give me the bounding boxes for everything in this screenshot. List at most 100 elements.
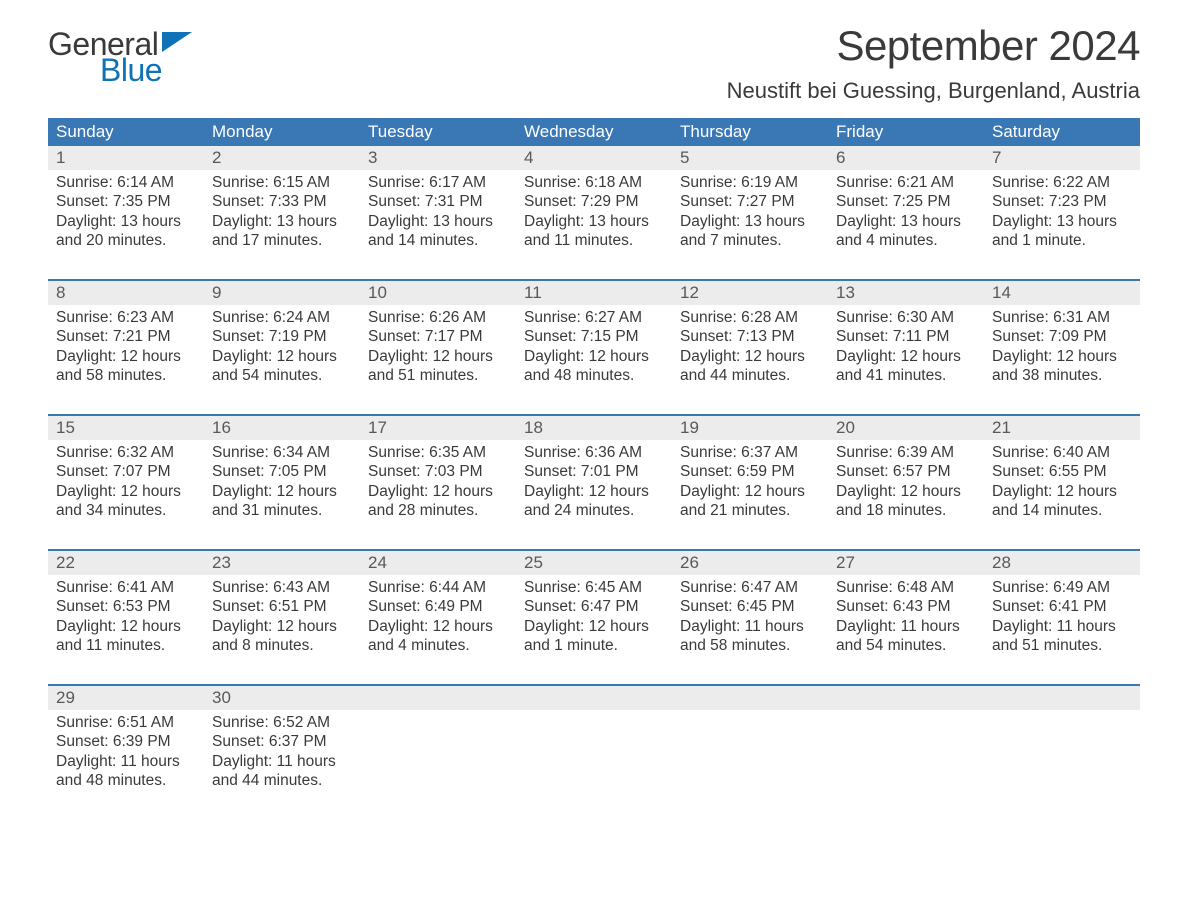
day-number-cell: 21	[984, 416, 1140, 440]
day-d2: and 31 minutes.	[212, 501, 352, 520]
day-number: 6	[836, 148, 845, 167]
day-number-cell	[672, 686, 828, 710]
day-d1: Daylight: 13 hours	[992, 212, 1132, 231]
day-number: 15	[56, 418, 75, 437]
day-sunset: Sunset: 7:23 PM	[992, 192, 1132, 211]
day-d1: Daylight: 12 hours	[992, 482, 1132, 501]
day-sunrise: Sunrise: 6:48 AM	[836, 578, 976, 597]
day-d2: and 34 minutes.	[56, 501, 196, 520]
day-number-cell: 11	[516, 281, 672, 305]
day-number: 9	[212, 283, 221, 302]
day-details-row: Sunrise: 6:32 AMSunset: 7:07 PMDaylight:…	[48, 440, 1140, 549]
day-number-cell: 5	[672, 146, 828, 170]
day-d1: Daylight: 13 hours	[368, 212, 508, 231]
day-details-cell: Sunrise: 6:28 AMSunset: 7:13 PMDaylight:…	[672, 305, 828, 414]
day-sunrise: Sunrise: 6:23 AM	[56, 308, 196, 327]
day-d2: and 58 minutes.	[680, 636, 820, 655]
day-number: 28	[992, 553, 1011, 572]
day-details-row: Sunrise: 6:51 AMSunset: 6:39 PMDaylight:…	[48, 710, 1140, 819]
day-number: 3	[368, 148, 377, 167]
day-number-cell: 8	[48, 281, 204, 305]
day-sunset: Sunset: 7:21 PM	[56, 327, 196, 346]
day-number: 26	[680, 553, 699, 572]
day-sunrise: Sunrise: 6:14 AM	[56, 173, 196, 192]
day-number-cell	[516, 686, 672, 710]
day-sunrise: Sunrise: 6:28 AM	[680, 308, 820, 327]
day-sunrise: Sunrise: 6:43 AM	[212, 578, 352, 597]
day-details-cell	[672, 710, 828, 819]
day-d1: Daylight: 12 hours	[680, 482, 820, 501]
day-details-cell: Sunrise: 6:36 AMSunset: 7:01 PMDaylight:…	[516, 440, 672, 549]
day-number-cell	[984, 686, 1140, 710]
day-details-cell: Sunrise: 6:17 AMSunset: 7:31 PMDaylight:…	[360, 170, 516, 279]
day-sunset: Sunset: 6:59 PM	[680, 462, 820, 481]
day-d2: and 41 minutes.	[836, 366, 976, 385]
day-number-cell: 28	[984, 551, 1140, 575]
day-d1: Daylight: 12 hours	[212, 482, 352, 501]
day-sunrise: Sunrise: 6:24 AM	[212, 308, 352, 327]
day-number: 5	[680, 148, 689, 167]
day-d2: and 21 minutes.	[680, 501, 820, 520]
weekday-header: Tuesday	[360, 118, 516, 146]
day-d2: and 1 minute.	[524, 636, 664, 655]
day-sunset: Sunset: 7:05 PM	[212, 462, 352, 481]
day-number-row: 1234567	[48, 146, 1140, 170]
day-sunrise: Sunrise: 6:31 AM	[992, 308, 1132, 327]
day-number: 7	[992, 148, 1001, 167]
day-sunset: Sunset: 7:15 PM	[524, 327, 664, 346]
day-d2: and 44 minutes.	[680, 366, 820, 385]
day-details-cell	[360, 710, 516, 819]
day-number-cell: 16	[204, 416, 360, 440]
day-d1: Daylight: 12 hours	[56, 482, 196, 501]
day-number: 22	[56, 553, 75, 572]
day-details-cell: Sunrise: 6:45 AMSunset: 6:47 PMDaylight:…	[516, 575, 672, 684]
day-details-cell: Sunrise: 6:19 AMSunset: 7:27 PMDaylight:…	[672, 170, 828, 279]
day-d1: Daylight: 12 hours	[524, 482, 664, 501]
day-number-cell: 17	[360, 416, 516, 440]
day-d1: Daylight: 12 hours	[56, 617, 196, 636]
logo-word2: Blue	[100, 54, 162, 86]
day-d2: and 28 minutes.	[368, 501, 508, 520]
day-number-cell: 30	[204, 686, 360, 710]
day-number-cell: 22	[48, 551, 204, 575]
day-d2: and 7 minutes.	[680, 231, 820, 250]
day-sunrise: Sunrise: 6:44 AM	[368, 578, 508, 597]
day-d1: Daylight: 12 hours	[836, 347, 976, 366]
weekday-header: Sunday	[48, 118, 204, 146]
day-details-cell: Sunrise: 6:37 AMSunset: 6:59 PMDaylight:…	[672, 440, 828, 549]
day-sunset: Sunset: 7:11 PM	[836, 327, 976, 346]
day-d1: Daylight: 12 hours	[524, 347, 664, 366]
day-sunset: Sunset: 7:35 PM	[56, 192, 196, 211]
day-sunset: Sunset: 7:25 PM	[836, 192, 976, 211]
day-sunrise: Sunrise: 6:15 AM	[212, 173, 352, 192]
day-sunrise: Sunrise: 6:19 AM	[680, 173, 820, 192]
day-number-row: 15161718192021	[48, 416, 1140, 440]
day-number-row: 891011121314	[48, 281, 1140, 305]
day-d1: Daylight: 13 hours	[680, 212, 820, 231]
day-sunrise: Sunrise: 6:32 AM	[56, 443, 196, 462]
day-sunrise: Sunrise: 6:26 AM	[368, 308, 508, 327]
day-number: 2	[212, 148, 221, 167]
day-sunset: Sunset: 7:29 PM	[524, 192, 664, 211]
day-number: 8	[56, 283, 65, 302]
day-d1: Daylight: 13 hours	[524, 212, 664, 231]
day-details-cell: Sunrise: 6:47 AMSunset: 6:45 PMDaylight:…	[672, 575, 828, 684]
day-number: 17	[368, 418, 387, 437]
day-sunset: Sunset: 6:53 PM	[56, 597, 196, 616]
day-details-row: Sunrise: 6:14 AMSunset: 7:35 PM Daylight:…	[48, 170, 1140, 279]
weekday-header: Monday	[204, 118, 360, 146]
day-d2: and 54 minutes.	[212, 366, 352, 385]
day-d2: and 11 minutes.	[56, 636, 196, 655]
day-d1: Daylight: 12 hours	[368, 617, 508, 636]
day-number-row: 22232425262728	[48, 551, 1140, 575]
day-number-cell: 26	[672, 551, 828, 575]
weekday-header: Wednesday	[516, 118, 672, 146]
day-details-cell: Sunrise: 6:14 AMSunset: 7:35 PMDaylight:…	[48, 170, 204, 279]
day-sunset: Sunset: 7:09 PM	[992, 327, 1132, 346]
day-details-row: Sunrise: 6:41 AMSunset: 6:53 PMDaylight:…	[48, 575, 1140, 684]
day-sunset: Sunset: 6:57 PM	[836, 462, 976, 481]
day-number: 24	[368, 553, 387, 572]
day-number-cell: 12	[672, 281, 828, 305]
day-details-cell: Sunrise: 6:44 AMSunset: 6:49 PMDaylight:…	[360, 575, 516, 684]
day-sunrise: Sunrise: 6:39 AM	[836, 443, 976, 462]
